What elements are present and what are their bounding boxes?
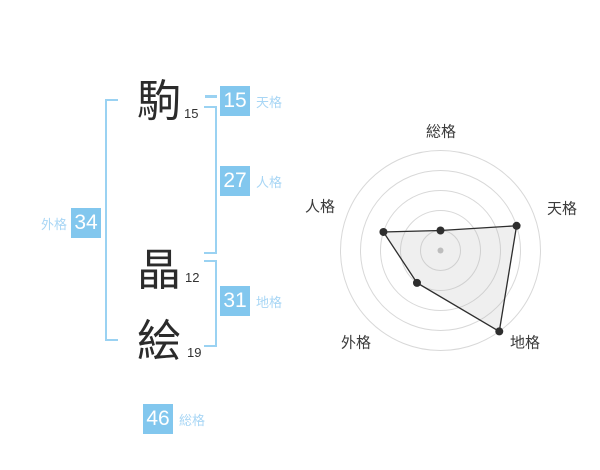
tenkaku-bracket	[205, 95, 217, 98]
axis-label-gaikaku: 外格	[340, 334, 372, 352]
axis-label-chikaku: 地格	[509, 334, 541, 352]
stroke-count: 15	[184, 106, 199, 121]
stroke-count: 19	[187, 345, 202, 360]
score-soukaku: 46 総格	[143, 404, 205, 434]
chikaku-value-badge: 31	[220, 286, 250, 316]
chikaku-label: 地格	[256, 294, 283, 310]
name-character: 絵	[137, 317, 181, 366]
jinkaku-label: 人格	[256, 174, 283, 190]
tenkaku-value-badge: 15	[220, 86, 250, 116]
name-character: 駒	[137, 77, 181, 126]
jinkaku-value-badge: 27	[220, 166, 250, 196]
gaikaku-label: 外格	[41, 216, 68, 232]
tenkaku-label: 天格	[256, 94, 283, 110]
soukaku-value-badge: 46	[143, 404, 173, 434]
stroke-count: 12	[185, 270, 200, 285]
gaikaku-value-badge: 34	[71, 208, 102, 238]
score-jinkaku: 27 人格	[220, 166, 282, 196]
axis-label-jinkaku: 人格	[304, 198, 336, 216]
radar-chart	[340, 150, 541, 351]
jinkaku-bracket	[204, 106, 217, 254]
gaikaku-bracket	[105, 99, 118, 341]
soukaku-label: 総格	[179, 412, 206, 428]
score-gaikaku: 外格 34	[41, 208, 102, 238]
chikaku-bracket	[204, 260, 217, 347]
axis-label-tenkaku: 天格	[546, 200, 578, 218]
axis-label-soukaku: 総格	[425, 123, 457, 141]
name-character: 晶	[137, 246, 181, 295]
score-chikaku: 31 地格	[220, 286, 282, 316]
score-tenkaku: 15 天格	[220, 86, 282, 116]
